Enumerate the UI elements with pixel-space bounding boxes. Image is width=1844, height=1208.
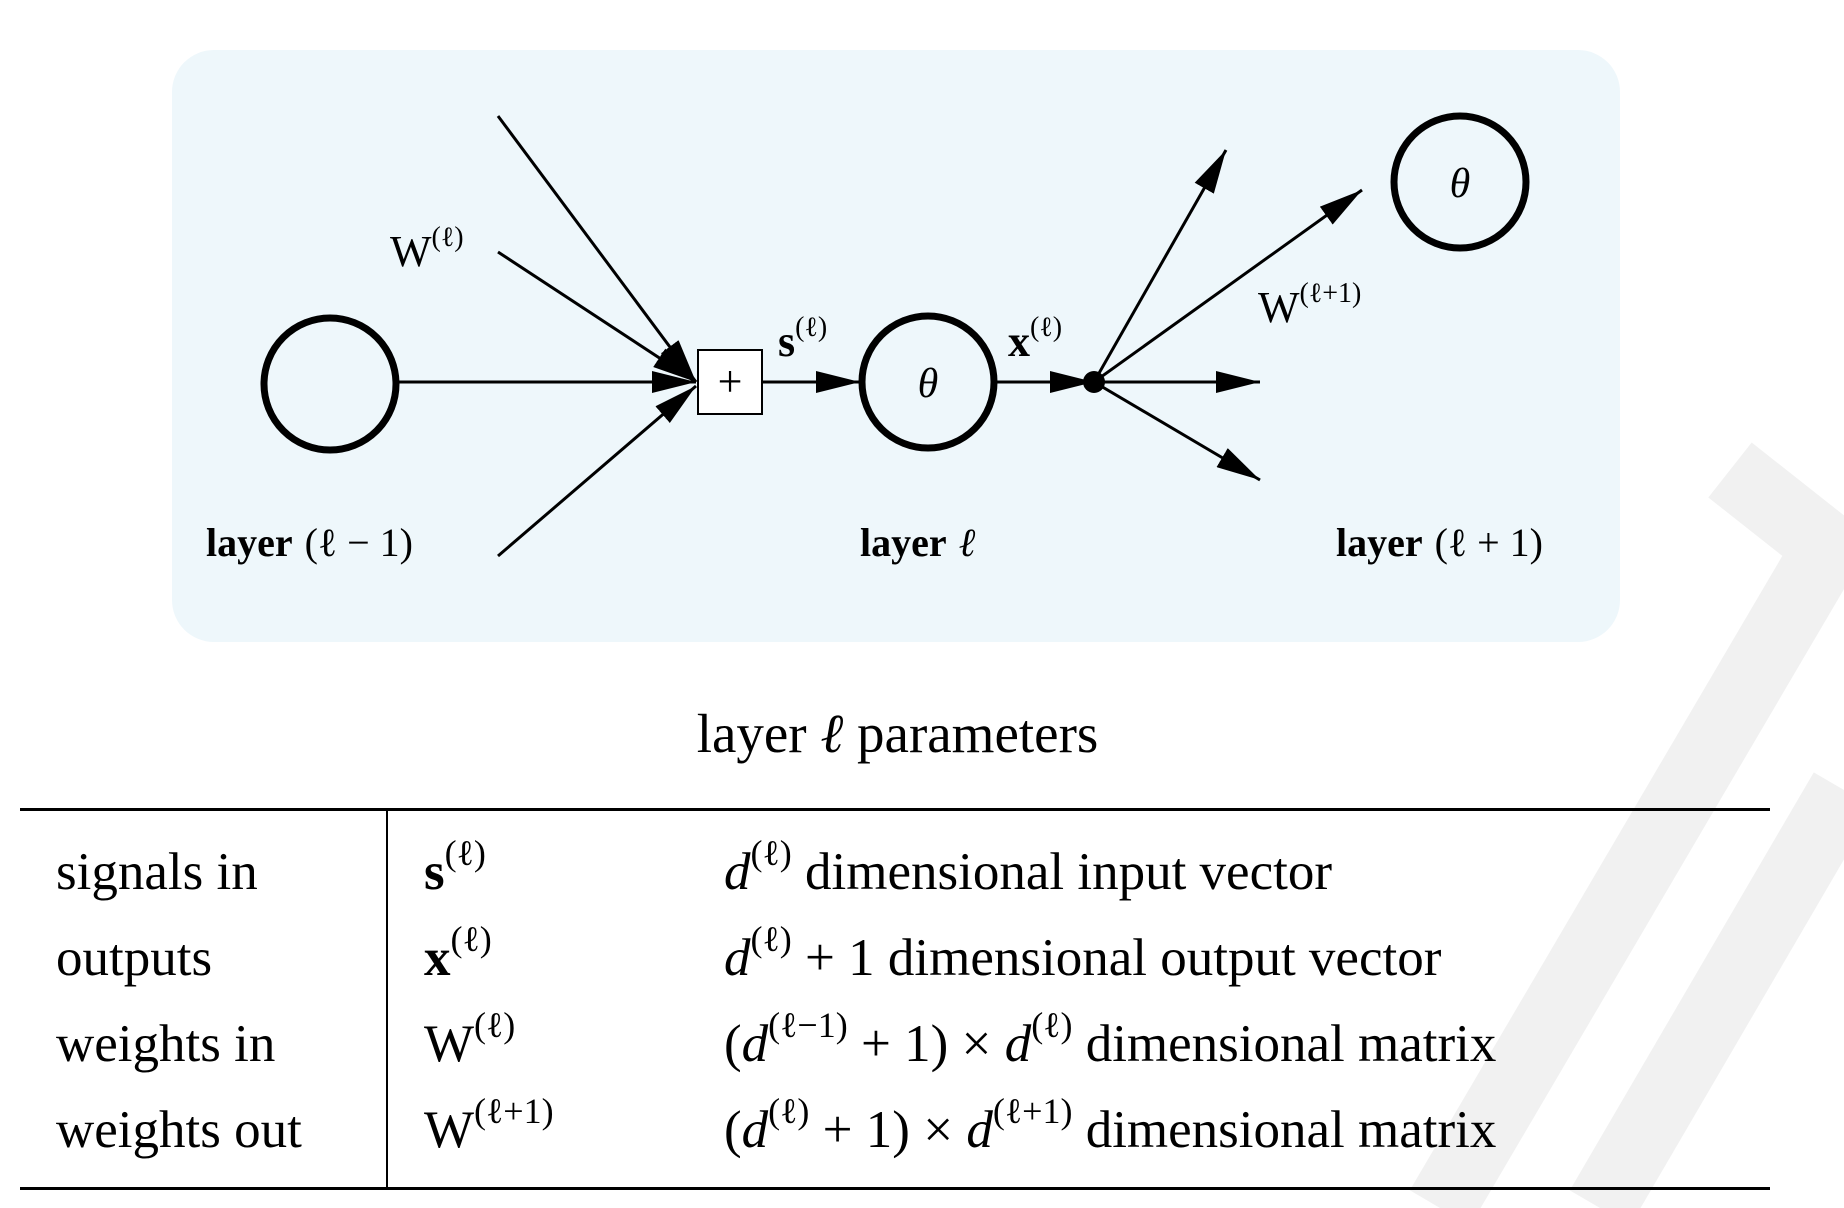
row-description-part: d bbox=[741, 1101, 769, 1159]
row-description-part: dimensional input vector bbox=[791, 843, 1332, 901]
table-row: outputs x(ℓ) d(ℓ) + 1 dimensional output v… bbox=[20, 915, 1770, 1001]
row-symbol: x(ℓ) bbox=[387, 915, 724, 1001]
caption-prefix: layer bbox=[696, 703, 807, 764]
sum-symbol: + bbox=[718, 357, 743, 406]
row-symbol-sup: (ℓ) bbox=[444, 832, 486, 873]
label-w-in-base: W bbox=[390, 227, 432, 276]
caption-suffix: parameters bbox=[857, 703, 1099, 764]
layer-label-l-minus-1-index: (ℓ − 1) bbox=[305, 520, 413, 565]
row-description-part: (ℓ+1) bbox=[992, 1090, 1073, 1131]
row-label: outputs bbox=[20, 915, 388, 1001]
row-description-part: d bbox=[741, 1015, 769, 1073]
row-symbol: s(ℓ) bbox=[387, 810, 724, 916]
row-description: (d(ℓ) + 1) × d(ℓ+1) dimensional matrix bbox=[724, 1087, 1770, 1189]
row-description-part: ( bbox=[724, 1101, 742, 1159]
row-description-part: d bbox=[1004, 1015, 1032, 1073]
row-description-part: + 1 dimensional output vector bbox=[791, 929, 1442, 987]
row-description-part: d bbox=[724, 843, 751, 901]
layer-label-l-plus-1-name: layer bbox=[1336, 520, 1423, 565]
row-description: d(ℓ) + 1 dimensional output vector bbox=[724, 915, 1770, 1001]
row-description-part: (ℓ−1) bbox=[768, 1004, 848, 1045]
label-w-in-sup: (ℓ) bbox=[432, 222, 464, 253]
row-label: weights out bbox=[20, 1087, 388, 1189]
label-x-base: x bbox=[1008, 317, 1030, 366]
row-symbol-base: W bbox=[424, 1015, 475, 1073]
node-layer-l bbox=[858, 312, 998, 452]
layer-label-l-minus-1: layer (ℓ − 1) bbox=[206, 520, 413, 565]
edge-out-theta bbox=[1093, 188, 1363, 384]
row-symbol-sup: (ℓ) bbox=[474, 1004, 516, 1045]
label-x: x(ℓ) bbox=[1008, 312, 1062, 366]
row-description-part: + 1) × bbox=[809, 1101, 967, 1159]
layer-label-l-name: layer bbox=[860, 520, 947, 565]
row-symbol: W(ℓ) bbox=[387, 1001, 724, 1087]
row-description-part: d bbox=[724, 929, 751, 987]
row-symbol-base: x bbox=[424, 929, 451, 987]
table-row: weights in W(ℓ) (d(ℓ−1) + 1) × d(ℓ) dimens… bbox=[20, 1001, 1770, 1087]
label-x-sup: (ℓ) bbox=[1030, 312, 1062, 343]
row-description-part: ( bbox=[724, 1015, 742, 1073]
edge-in-bottom bbox=[497, 384, 697, 558]
parameters-caption: layer ℓ parameters bbox=[0, 702, 1795, 765]
parameters-table: signals in s(ℓ) d(ℓ) dimensional input vec… bbox=[20, 808, 1770, 1190]
node-layer-l-theta: θ bbox=[918, 361, 939, 407]
parameters-table-body: signals in s(ℓ) d(ℓ) dimensional input vec… bbox=[20, 809, 1770, 1189]
layer-label-l: layer ℓ bbox=[860, 520, 976, 565]
node-layer-l-plus-1-theta: θ bbox=[1450, 161, 1471, 207]
label-w-in: W(ℓ) bbox=[390, 222, 464, 276]
row-description-part: dimensional matrix bbox=[1072, 1015, 1497, 1073]
edge-in-top bbox=[496, 115, 698, 383]
row-symbol: W(ℓ+1) bbox=[387, 1087, 724, 1189]
row-description-part: + 1) × bbox=[847, 1015, 1005, 1073]
layer-label-l-plus-1: layer (ℓ + 1) bbox=[1336, 520, 1543, 565]
edge-out-bottom bbox=[1093, 380, 1261, 482]
row-description-part: (ℓ) bbox=[768, 1090, 810, 1131]
layer-label-l-plus-1-index: (ℓ + 1) bbox=[1435, 520, 1543, 565]
edge-in-upper bbox=[497, 250, 697, 384]
row-description-part: (ℓ) bbox=[1031, 1004, 1073, 1045]
neural-layer-diagram: + θ θ W(ℓ) s(ℓ) x(ℓ) W(ℓ+1) layer (ℓ − 1)… bbox=[172, 50, 1620, 642]
caption-ell: ℓ bbox=[820, 703, 844, 764]
row-description: (d(ℓ−1) + 1) × d(ℓ) dimensional matrix bbox=[724, 1001, 1770, 1087]
label-w-out-sup: (ℓ+1) bbox=[1300, 278, 1362, 309]
node-layer-l-minus-1 bbox=[260, 314, 400, 454]
row-description-part: (ℓ) bbox=[750, 832, 792, 873]
row-symbol-base: s bbox=[424, 843, 445, 901]
label-w-out: W(ℓ+1) bbox=[1258, 278, 1361, 332]
node-layer-l-plus-1 bbox=[1390, 112, 1530, 252]
row-symbol-sup: (ℓ+1) bbox=[474, 1090, 554, 1131]
label-s: s(ℓ) bbox=[778, 312, 827, 366]
row-symbol-sup: (ℓ) bbox=[450, 918, 492, 959]
table-row: signals in s(ℓ) d(ℓ) dimensional input vec… bbox=[20, 809, 1770, 916]
diagram-panel bbox=[172, 50, 1620, 642]
layer-label-l-minus-1-name: layer bbox=[206, 520, 293, 565]
row-label: signals in bbox=[20, 809, 388, 915]
layer-label-l-index: ℓ bbox=[959, 520, 976, 565]
row-description-part: (ℓ) bbox=[750, 918, 792, 959]
table-row: weights out W(ℓ+1) (d(ℓ) + 1) × d(ℓ+1) dim… bbox=[20, 1087, 1770, 1189]
row-description-part: dimensional matrix bbox=[1072, 1101, 1497, 1159]
label-w-out-base: W bbox=[1258, 283, 1300, 332]
label-s-base: s bbox=[778, 317, 795, 366]
label-s-sup: (ℓ) bbox=[795, 312, 827, 343]
row-description: d(ℓ) dimensional input vector bbox=[724, 810, 1770, 916]
row-label: weights in bbox=[20, 1001, 388, 1087]
edge-out-top bbox=[1092, 149, 1228, 383]
row-symbol-base: W bbox=[424, 1101, 475, 1159]
row-description-part: d bbox=[966, 1101, 993, 1159]
